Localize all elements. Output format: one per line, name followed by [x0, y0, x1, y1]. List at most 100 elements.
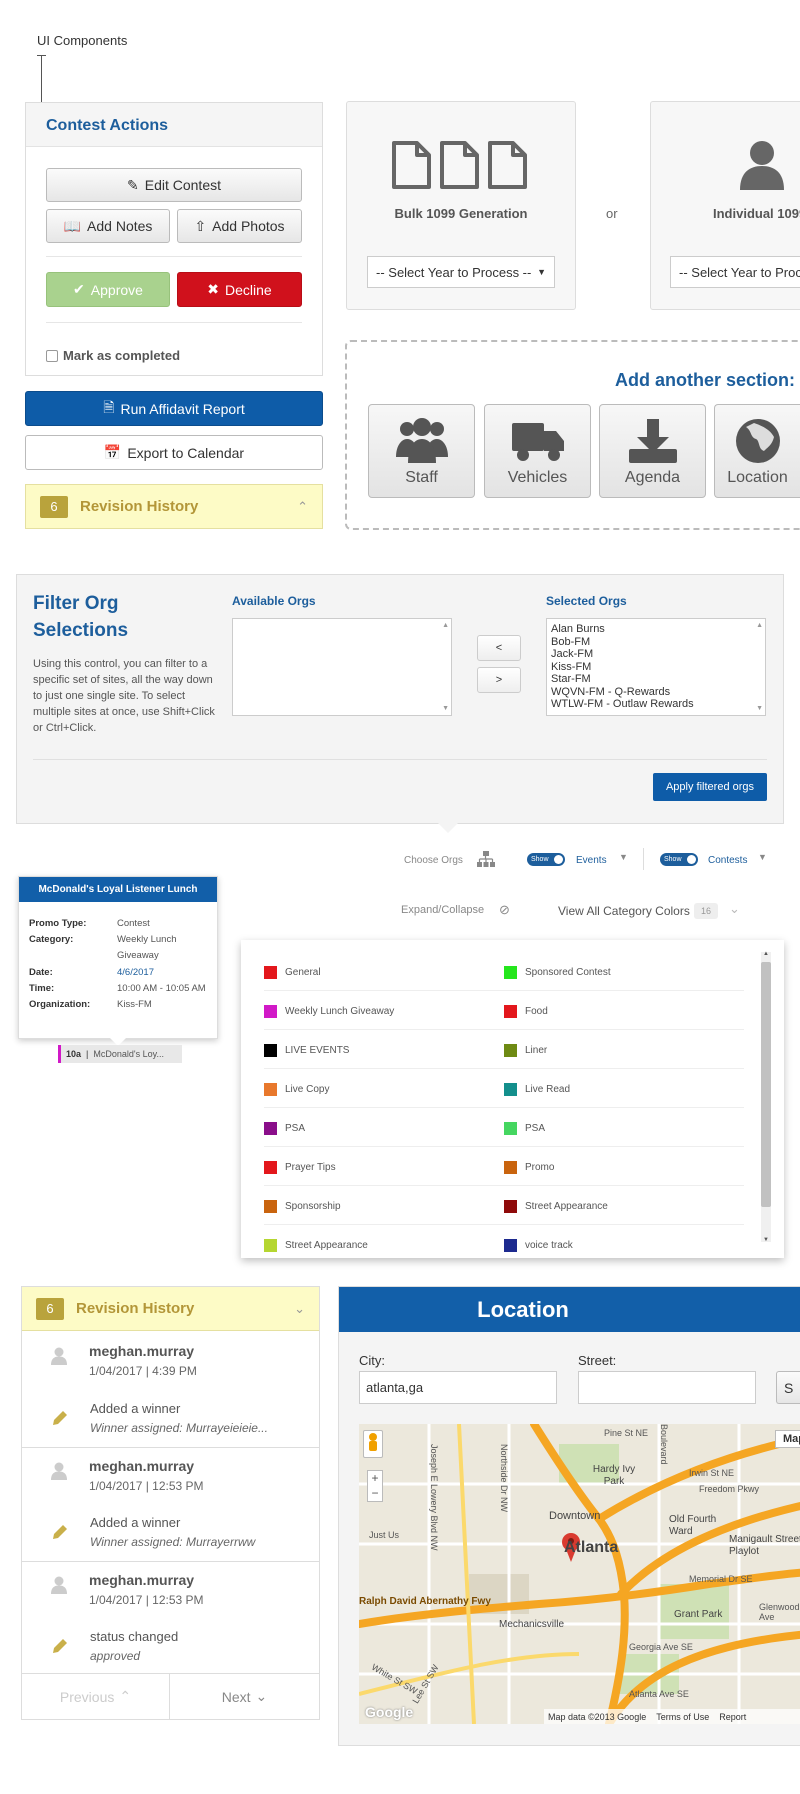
approve-button[interactable]: ✔ Approve — [46, 272, 170, 307]
revision-action: Added a winner — [90, 1515, 181, 1530]
color-swatch — [264, 1082, 277, 1096]
divider — [643, 848, 644, 870]
category-item: Food — [504, 1004, 548, 1018]
color-swatch — [264, 965, 277, 979]
truck-icon — [485, 417, 590, 467]
map-label-glenwood: Glenwood Ave — [759, 1602, 800, 1622]
popover-pointer — [110, 1038, 126, 1046]
scrollbar-thumb[interactable] — [761, 962, 771, 1207]
list-item[interactable]: Kiss-FM — [551, 660, 592, 673]
individual-year-select-value: -- Select Year to Process -- — [679, 264, 800, 280]
events-label[interactable]: Events — [576, 855, 607, 866]
event-field-value[interactable]: 4/6/2017 — [117, 967, 154, 978]
list-item[interactable]: WTLW-FM - Outlaw Rewards — [551, 698, 694, 710]
list-item[interactable]: Star-FM — [551, 673, 591, 685]
divider — [22, 1561, 319, 1562]
scroll-up-icon[interactable]: ▲ — [756, 622, 763, 629]
events-toggle[interactable]: Show — [527, 853, 565, 866]
add-notes-button[interactable]: 📖 Add Notes — [46, 209, 170, 243]
zoom-in-icon[interactable]: + — [371, 1471, 379, 1485]
view-category-colors[interactable]: View All Category Colors — [558, 904, 690, 918]
book-icon: 📖 — [63, 217, 82, 234]
expand-collapse-label[interactable]: Expand/Collapse — [401, 904, 485, 916]
category-name: Street Appearance — [525, 1200, 608, 1212]
category-item: Prayer Tips — [264, 1160, 336, 1174]
scrollbar[interactable] — [761, 952, 771, 1242]
list-item[interactable]: Bob-FM — [551, 635, 591, 648]
divider — [264, 1185, 744, 1186]
calendar-event-chip[interactable]: 10a | McDonald's Loy... — [58, 1045, 182, 1063]
choose-orgs-label[interactable]: Choose Orgs — [404, 855, 463, 866]
street-input[interactable] — [578, 1371, 756, 1404]
sitemap-icon[interactable] — [477, 851, 495, 867]
revision-history-collapsed[interactable]: 6 Revision History ⌃ — [25, 484, 323, 529]
map-label-memorial: Memorial Dr SE — [689, 1574, 753, 1584]
city-input[interactable]: atlanta,ga — [359, 1371, 557, 1404]
user-icon — [51, 1462, 67, 1480]
terms-link[interactable]: Terms of Use — [656, 1711, 710, 1722]
zoom-control[interactable]: + − — [367, 1470, 383, 1502]
chevron-down-icon[interactable]: ⌄ — [294, 1300, 305, 1316]
move-right-button[interactable]: > — [477, 667, 521, 693]
calendar-icon: 📅 — [103, 444, 122, 460]
caret-down-icon[interactable]: ▼ — [619, 852, 628, 862]
add-photos-button[interactable]: ⇧ Add Photos — [177, 209, 302, 243]
contests-label[interactable]: Contests — [708, 855, 748, 866]
scroll-up-icon[interactable]: ▲ — [763, 951, 769, 957]
run-affidavit-button[interactable]: 🗎 Run Affidavit Report — [25, 391, 323, 426]
color-swatch — [504, 1121, 517, 1135]
move-left-button[interactable]: < — [477, 635, 521, 661]
report-link[interactable]: Report — [719, 1711, 747, 1722]
list-item[interactable]: WQVN-FM - Q-Rewards — [551, 685, 671, 698]
pegman-control[interactable] — [363, 1430, 383, 1458]
completed-checkbox[interactable] — [46, 349, 58, 362]
completed-label: Mark as completed — [63, 348, 181, 363]
decline-button[interactable]: ✖ Decline — [177, 272, 302, 307]
tile-agenda[interactable]: Agenda — [599, 404, 706, 498]
category-item: Street Appearance — [504, 1199, 608, 1213]
category-name: voice track — [525, 1239, 573, 1251]
event-field-value: Kiss-FM — [117, 999, 152, 1010]
edit-contest-button[interactable]: ✎ Edit Contest — [46, 168, 302, 202]
selected-orgs-list[interactable]: Alan Burns Bob-FM Jack-FM Kiss-FM Star-F… — [546, 618, 766, 716]
edit-contest-label: Edit Contest — [144, 177, 221, 193]
tile-staff[interactable]: Staff — [368, 404, 475, 498]
list-item[interactable]: Alan Burns — [551, 623, 605, 635]
staff-icon — [369, 417, 474, 467]
tile-vehicles[interactable]: Vehicles — [484, 404, 591, 498]
map-view[interactable]: + − Map Atlanta Downtown Hardy Ivy Park … — [359, 1424, 800, 1724]
list-item[interactable]: Jack-FM — [551, 648, 594, 660]
map-canvas[interactable] — [359, 1424, 800, 1724]
divider — [264, 1107, 744, 1108]
color-swatch — [504, 1199, 517, 1213]
zoom-out-icon[interactable]: − — [371, 1486, 379, 1500]
caret-down-icon[interactable]: ▼ — [758, 852, 767, 862]
contests-toggle[interactable]: Show — [660, 853, 698, 866]
scroll-down-icon[interactable]: ▼ — [763, 1237, 769, 1243]
map-type-button[interactable]: Map — [775, 1430, 800, 1448]
event-detail-popover: McDonald's Loyal Listener Lunch — [18, 876, 218, 1039]
scroll-up-icon[interactable]: ▲ — [442, 622, 449, 629]
next-button[interactable]: Next ⌄ — [170, 1674, 319, 1719]
scroll-down-icon[interactable]: ▼ — [442, 705, 449, 712]
eye-slash-icon[interactable]: ⊘ — [499, 902, 510, 917]
tile-location[interactable]: Location — [714, 404, 800, 498]
scroll-down-icon[interactable]: ▼ — [756, 705, 763, 712]
apply-filter-button[interactable]: Apply filtered orgs — [653, 773, 767, 801]
search-button[interactable]: S — [776, 1371, 800, 1404]
map-label-freedom: Freedom Pkwy — [699, 1484, 760, 1494]
mark-completed[interactable]: Mark as completed — [46, 348, 180, 363]
color-swatch — [264, 1121, 277, 1135]
category-name: Street Appearance — [285, 1239, 368, 1251]
chevron-down-icon[interactable]: ⌄ — [729, 901, 740, 916]
previous-button[interactable]: Previous ⌃ — [22, 1674, 170, 1719]
map-attribution: Map data ©2013 Google Terms of Use Repor… — [544, 1709, 800, 1724]
available-orgs-list[interactable]: ▲ ▼ — [232, 618, 452, 716]
bulk-year-select[interactable]: -- Select Year to Process -- ▼ — [367, 256, 555, 288]
revision-time: 1/04/2017 | 12:53 PM — [89, 1593, 204, 1607]
chevron-up-icon[interactable]: ⌃ — [297, 498, 308, 514]
export-calendar-button[interactable]: 📅 Export to Calendar — [25, 435, 323, 470]
individual-year-select[interactable]: -- Select Year to Process -- — [670, 256, 800, 288]
revision-history-header[interactable]: 6 Revision History ⌄ — [22, 1287, 319, 1331]
category-item: Live Copy — [264, 1082, 329, 1096]
